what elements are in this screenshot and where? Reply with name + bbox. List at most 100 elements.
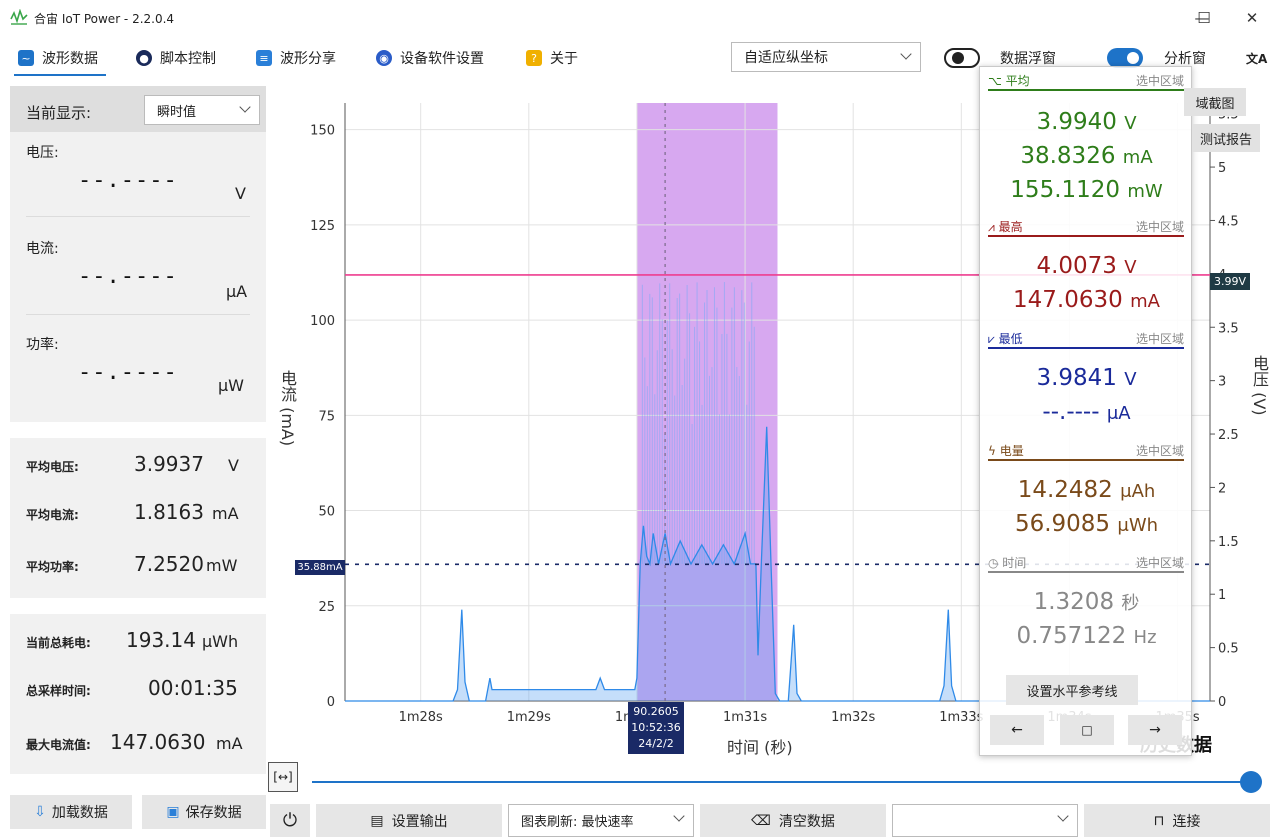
y2-tick-label: 2	[1218, 481, 1226, 496]
maximize-button[interactable]: ☐	[1197, 9, 1211, 27]
x-tick-label: 1m29s	[507, 710, 551, 725]
power-value: --.----	[78, 360, 178, 385]
cursor-time-label: 90.2605 10:52:36 24/2/2	[628, 702, 684, 754]
y2-axis-label: 电压 (V)	[1250, 355, 1269, 416]
voltage-label: 电压:	[26, 145, 59, 161]
analysis-window-toggle[interactable]	[1107, 48, 1143, 68]
minimize-button[interactable]: —	[1194, 9, 1210, 27]
waveform-icon: ~	[18, 50, 34, 66]
chart-area[interactable]: 1m28s1m29s1m30s1m31s1m32s1m33s1m34s1m35s…	[278, 100, 1252, 760]
cursor-date: 24/2/2	[638, 737, 674, 750]
port-select[interactable]	[892, 804, 1078, 837]
totals-panel: 当前总耗电: 193.14 μWh 总采样时间: 00:01:35 最大电流值:…	[10, 614, 266, 774]
sample-time-label: 总采样时间:	[26, 684, 91, 698]
y2-tick-label: 4.5	[1218, 214, 1239, 229]
power-button[interactable]: ⏻	[270, 804, 310, 837]
tab-waveform-data[interactable]: ~ 波形数据	[18, 46, 98, 70]
toggle-knob	[952, 52, 964, 64]
save-data-button[interactable]: ▣ 保存数据	[142, 795, 266, 829]
x-tick-label: 1m28s	[399, 710, 443, 725]
window-title: 合宙 IoT Power - 2.2.0.4	[34, 12, 175, 26]
current-ref-label: 35.88mA	[295, 560, 345, 575]
total-energy-unit: μWh	[202, 632, 239, 651]
time-frequency: 0.757122 Hz	[1016, 623, 1157, 649]
voltage-ref-label: 3.99V	[1210, 273, 1250, 290]
analysis-window-label: 分析窗	[1164, 51, 1206, 67]
min-icon: ⩗	[988, 332, 999, 346]
region-screenshot-button[interactable]: 域截图	[1184, 88, 1246, 116]
close-button[interactable]: ✕	[1245, 9, 1259, 27]
plug-icon: ⊓	[1153, 812, 1165, 829]
clear-data-button[interactable]: ⌫ 清空数据	[700, 804, 886, 837]
y2-tick-label: 1	[1218, 588, 1226, 603]
sample-time-value: 00:01:35	[148, 676, 238, 700]
fit-view-button[interactable]: [↔]	[268, 762, 298, 792]
next-button[interactable]: →	[1128, 715, 1182, 745]
avg-voltage-unit: V	[228, 456, 239, 475]
chevron-down-icon	[1057, 810, 1069, 822]
toolbar: ~ 波形数据 ● 脚本控制 ≡ 波形分享 ◉ 设备软件设置 ? 关于 自适应纵坐…	[0, 38, 1272, 78]
avg-voltage-label: 平均电压:	[26, 460, 79, 474]
voltage-value: --.----	[78, 168, 178, 193]
max-current: 147.0630 mA	[1013, 287, 1160, 313]
energy-icon: ϟ	[988, 444, 1000, 458]
y-tick-label: 125	[310, 219, 335, 234]
display-mode-select[interactable]: 瞬时值	[144, 95, 260, 125]
save-icon: ▣	[166, 804, 180, 820]
y-tick-label: 0	[327, 695, 335, 710]
timeline-slider-track[interactable]	[312, 781, 1252, 783]
tab-script-control[interactable]: ● 脚本控制	[136, 46, 216, 70]
tab-about[interactable]: ? 关于	[526, 46, 578, 70]
refresh-rate-select[interactable]: 图表刷新: 最快速率	[508, 804, 694, 837]
load-data-label: 加载数据	[51, 805, 108, 821]
avg-power-unit: mW	[206, 556, 238, 575]
prev-button[interactable]: ←	[990, 715, 1044, 745]
max-title: ⩘ 最高	[988, 220, 1023, 234]
energy-section-header: ϟ 电量 选中区域	[988, 441, 1184, 461]
max-icon: ⩘	[988, 220, 999, 234]
tab-label: 波形数据	[42, 51, 98, 67]
y2-tick-label: 0.5	[1218, 642, 1239, 657]
tab-device-settings[interactable]: ◉ 设备软件设置	[376, 46, 484, 70]
y-tick-label: 150	[310, 124, 335, 139]
max-voltage: 4.0073 V	[1036, 253, 1137, 279]
avg-current-value: 1.8163	[134, 500, 204, 524]
load-data-button[interactable]: ⇩ 加载数据	[10, 795, 132, 829]
timeline-slider-handle[interactable]	[1240, 771, 1262, 793]
energy-charge: 14.2482 μAh	[1017, 477, 1156, 503]
connect-label: 连接	[1172, 813, 1201, 830]
max-scope: 选中区域	[1135, 220, 1184, 234]
x-tick-label: 1m31s	[723, 710, 767, 725]
save-data-label: 保存数据	[185, 805, 242, 821]
max-current-label: 最大电流值:	[26, 738, 91, 752]
translate-icon[interactable]: 文A	[1246, 51, 1268, 66]
y-tick-label: 50	[318, 505, 335, 520]
float-window-toggle[interactable]	[944, 48, 980, 68]
averages-panel: 平均电压: 3.9937 V 平均电流: 1.8163 mA 平均功率: 7.2…	[10, 438, 266, 598]
chart-svg[interactable]: 1m28s1m29s1m30s1m31s1m32s1m33s1m34s1m35s…	[278, 100, 1252, 760]
y2-tick-label: 2.5	[1218, 428, 1239, 443]
y-tick-label: 75	[318, 409, 335, 424]
avg-power-value: 7.2520	[134, 552, 204, 576]
set-output-button[interactable]: ▤ 设置输出	[316, 804, 502, 837]
y-tick-label: 100	[310, 314, 335, 329]
time-duration: 1.3208 秒	[1033, 589, 1140, 615]
set-reference-line-button[interactable]: 设置水平参考线	[1006, 675, 1138, 705]
square-button[interactable]: □	[1060, 715, 1114, 745]
axis-mode-select[interactable]: 自适应纵坐标	[731, 42, 921, 72]
avg-power: 155.1120 mW	[1010, 177, 1163, 203]
toggle-knob	[1127, 52, 1139, 64]
min-section-header: ⩗ 最低 选中区域	[988, 329, 1184, 349]
time-scope: 选中区域	[1135, 556, 1184, 570]
voltage-unit: V	[235, 184, 246, 203]
title-bar: 合宙 IoT Power - 2.2.0.4 —	[0, 0, 1272, 36]
max-section-header: ⩘ 最高 选中区域	[988, 217, 1184, 237]
test-report-button[interactable]: 测试报告	[1192, 124, 1260, 152]
tab-waveform-share[interactable]: ≡ 波形分享	[256, 46, 336, 70]
instant-values-panel: 当前显示: 瞬时值 电压: --.---- V 电流: --.---- μA 功…	[10, 86, 266, 422]
script-icon: ●	[136, 50, 152, 66]
settings-icon: ◉	[376, 50, 392, 66]
active-tab-indicator	[14, 74, 106, 76]
connect-button[interactable]: ⊓ 连接	[1084, 804, 1270, 837]
y2-tick-label: 0	[1218, 695, 1226, 710]
